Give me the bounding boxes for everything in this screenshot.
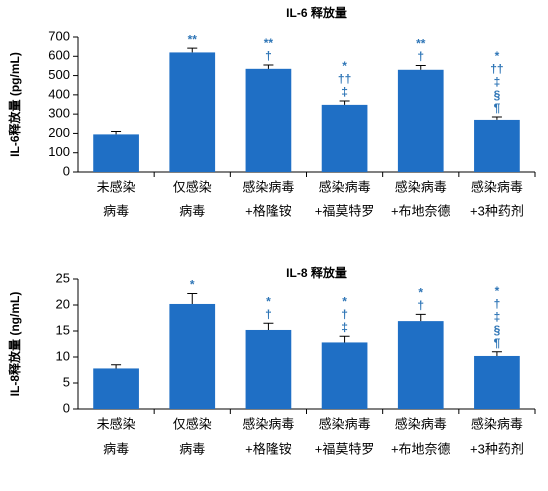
x-tick-label: 感染病毒 xyxy=(471,179,523,194)
y-axis-label: IL-6释放量 (pg/mL) xyxy=(7,52,22,157)
significance-mark: † xyxy=(494,297,501,311)
significance-mark: †† xyxy=(490,62,503,76)
y-tick-label: 0 xyxy=(63,400,70,415)
error-bar xyxy=(187,47,198,53)
error-bar xyxy=(415,65,426,70)
significance-mark: ‡ xyxy=(341,85,348,99)
x-tick-label: 病毒 xyxy=(179,203,205,218)
y-tick-label: 5 xyxy=(63,374,70,389)
significance-mark: * xyxy=(495,49,500,63)
significance-mark: * xyxy=(495,284,500,298)
chart-title: IL-6 释放量 xyxy=(286,5,347,20)
error-bar xyxy=(111,131,122,135)
bar xyxy=(169,52,216,172)
x-tick-label: 未感染 xyxy=(97,179,136,194)
significance-mark: † xyxy=(265,307,272,321)
y-tick-label: 200 xyxy=(48,125,70,140)
error-bar xyxy=(491,116,502,120)
y-axis-label: IL-8释放量 (ng/mL) xyxy=(7,292,22,397)
x-tick-label: 仅感染 xyxy=(173,179,212,194)
bar xyxy=(93,134,139,172)
significance-mark: ¶ xyxy=(494,336,501,350)
y-tick-label: 600 xyxy=(48,48,70,63)
bar xyxy=(321,342,368,409)
x-tick-label: +格隆铵 xyxy=(245,441,292,456)
x-tick-label: 未感染 xyxy=(97,416,136,431)
x-tick-label: 仅感染 xyxy=(173,416,212,431)
error-bar xyxy=(263,64,274,69)
bar xyxy=(397,321,444,409)
y-tick-label: 15 xyxy=(56,322,70,337)
bar xyxy=(169,303,216,409)
significance-mark: † xyxy=(265,49,272,63)
x-tick-label: +格隆铵 xyxy=(245,203,292,218)
y-tick-label: 10 xyxy=(56,348,70,363)
error-bar xyxy=(339,335,350,343)
x-tick-label: 病毒 xyxy=(103,203,129,218)
bar xyxy=(474,119,520,172)
significance-mark: § xyxy=(494,323,501,337)
error-bar xyxy=(111,364,122,369)
y-tick-label: 500 xyxy=(48,67,70,82)
bar xyxy=(245,68,292,172)
x-tick-label: 感染病毒 xyxy=(471,416,523,431)
significance-mark: ** xyxy=(188,32,198,46)
significance-mark: * xyxy=(418,286,423,300)
x-tick-label: +福莫特罗 xyxy=(315,441,375,456)
bar xyxy=(474,355,520,409)
x-tick-label: 感染病毒 xyxy=(395,179,447,194)
significance-mark: § xyxy=(494,88,501,102)
significance-mark: † xyxy=(417,50,424,64)
x-tick-label: 感染病毒 xyxy=(242,416,294,431)
significance-mark: ‡ xyxy=(494,310,501,324)
significance-mark: † xyxy=(341,307,348,321)
bar xyxy=(397,69,444,172)
significance-mark: * xyxy=(342,294,347,308)
y-tick-label: 100 xyxy=(48,144,70,159)
x-tick-label: 感染病毒 xyxy=(395,416,447,431)
bar xyxy=(321,104,368,172)
error-bar xyxy=(339,100,350,105)
x-tick-label: +布地奈德 xyxy=(391,203,451,218)
x-tick-label: 感染病毒 xyxy=(319,179,371,194)
error-bar xyxy=(187,293,198,304)
y-tick-label: 300 xyxy=(48,106,70,121)
x-tick-label: +福莫特罗 xyxy=(315,203,375,218)
y-tick-label: 0 xyxy=(63,163,70,178)
x-tick-label: 感染病毒 xyxy=(319,416,371,431)
significance-mark: * xyxy=(190,278,195,292)
chart-title: IL-8 释放量 xyxy=(286,265,347,280)
x-tick-label: +3种药剂 xyxy=(470,441,524,456)
x-tick-label: 病毒 xyxy=(103,441,129,456)
significance-mark: ** xyxy=(264,36,274,50)
significance-mark: ‡ xyxy=(341,320,348,334)
bar xyxy=(245,329,292,409)
y-tick-label: 400 xyxy=(48,86,70,101)
x-tick-label: 病毒 xyxy=(179,441,205,456)
significance-mark: * xyxy=(342,59,347,73)
error-bar xyxy=(491,351,502,356)
y-tick-label: 700 xyxy=(48,28,70,43)
significance-mark: * xyxy=(266,294,271,308)
x-tick-label: +3种药剂 xyxy=(470,203,524,218)
error-bar xyxy=(415,313,426,322)
x-tick-label: +布地奈德 xyxy=(391,441,451,456)
significance-mark: ‡ xyxy=(494,75,501,89)
y-tick-label: 25 xyxy=(56,270,70,285)
significance-mark: ** xyxy=(416,37,426,51)
significance-mark: †† xyxy=(338,72,351,86)
x-tick-label: 感染病毒 xyxy=(242,179,294,194)
error-bar xyxy=(263,322,274,330)
y-tick-label: 20 xyxy=(56,296,70,311)
significance-mark: † xyxy=(417,299,424,313)
bar xyxy=(93,368,139,409)
significance-mark: ¶ xyxy=(494,101,501,115)
